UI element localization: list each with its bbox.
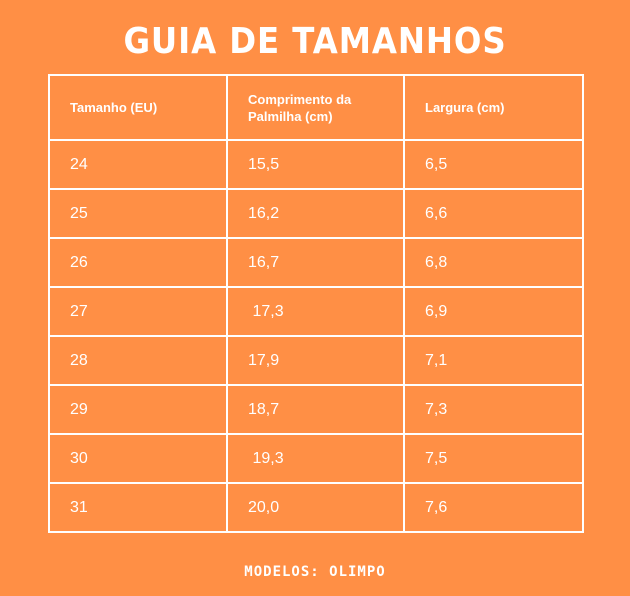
page-title: GUIA DE TAMANHOS [123,21,507,62]
size-cell: 27 [48,286,228,337]
width-cell: 7,5 [403,433,584,484]
insole-length-cell: 16,7 [226,237,405,288]
size-guide-table: Tamanho (EU) Comprimento da Palmilha (cm… [48,74,584,533]
table-row: 26 16,7 6,8 [48,237,584,288]
size-cell: 30 [48,433,228,484]
table-row: 31 20,0 7,6 [48,482,584,533]
header-width: Largura (cm) [403,74,584,141]
size-cell: 28 [48,335,228,386]
insole-length-cell: 19,3 [226,433,405,484]
size-cell: 26 [48,237,228,288]
header-size-eu: Tamanho (EU) [48,74,228,141]
insole-length-cell: 17,9 [226,335,405,386]
table-row: 28 17,9 7,1 [48,335,584,386]
insole-length-cell: 17,3 [226,286,405,337]
insole-length-cell: 15,5 [226,139,405,190]
table-row: 29 18,7 7,3 [48,384,584,435]
table-header-row: Tamanho (EU) Comprimento da Palmilha (cm… [48,74,584,141]
header-insole-length: Comprimento da Palmilha (cm) [226,74,405,141]
width-cell: 7,3 [403,384,584,435]
table-row: 27 17,3 6,9 [48,286,584,337]
size-cell: 24 [48,139,228,190]
size-cell: 31 [48,482,228,533]
insole-length-cell: 16,2 [226,188,405,239]
table-row: 24 15,5 6,5 [48,139,584,190]
width-cell: 6,9 [403,286,584,337]
width-cell: 6,6 [403,188,584,239]
insole-length-cell: 18,7 [226,384,405,435]
table-row: 30 19,3 7,5 [48,433,584,484]
width-cell: 7,6 [403,482,584,533]
width-cell: 7,1 [403,335,584,386]
models-footer: MODELOS: OLIMPO [244,564,386,580]
size-cell: 25 [48,188,228,239]
table-row: 25 16,2 6,6 [48,188,584,239]
insole-length-cell: 20,0 [226,482,405,533]
size-cell: 29 [48,384,228,435]
width-cell: 6,8 [403,237,584,288]
width-cell: 6,5 [403,139,584,190]
